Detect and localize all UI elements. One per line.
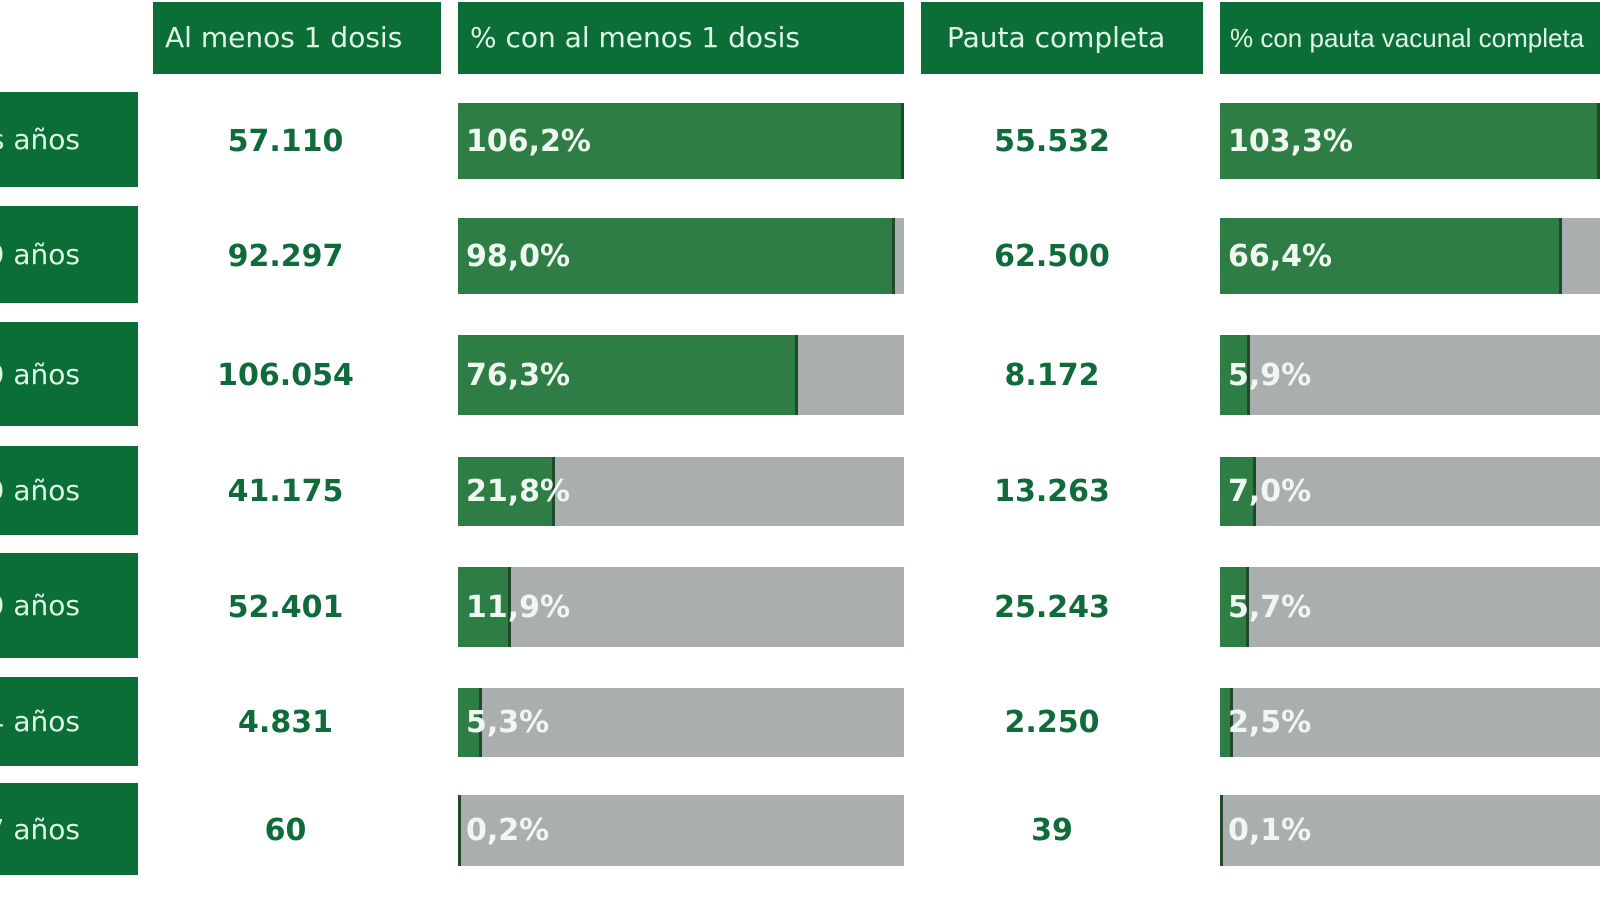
pct-complete-bar: 7,0%: [1220, 457, 1600, 526]
header-pct-dose1: % con al menos 1 dosis: [458, 2, 904, 74]
row-label: 9 años: [0, 206, 138, 303]
row-label: 7 años: [0, 783, 138, 875]
pct-complete-fill: [1220, 335, 1251, 415]
pct-dose1-label: 98,0%: [466, 238, 571, 274]
complete-value: 13.263: [994, 474, 1110, 509]
pct-dose1-fill: [458, 103, 904, 179]
pct-complete-bar: 5,9%: [1220, 335, 1600, 415]
pct-dose1-label: 5,3%: [466, 705, 550, 740]
pct-complete-label: 2,5%: [1228, 705, 1312, 740]
pct-complete-bar: 66,4%: [1220, 218, 1600, 294]
pct-complete-bar: 5,7%: [1220, 567, 1600, 647]
header-pct-complete: % con pauta vacunal completa: [1220, 2, 1600, 74]
pct-complete-fill: [1220, 688, 1233, 757]
pct-dose1-label: 106,2%: [466, 123, 591, 159]
pct-dose1-fill: [458, 688, 482, 757]
dose1-value: 92.297: [227, 238, 344, 274]
pct-dose1-fill: [458, 457, 556, 526]
pct-dose1-label: 76,3%: [466, 357, 571, 393]
pct-complete-fill: [1220, 567, 1250, 647]
pct-complete-label: 103,3%: [1228, 123, 1353, 159]
dose1-value: 41.175: [227, 474, 344, 509]
pct-dose1-bar: 0,2%: [458, 795, 904, 866]
pct-complete-label: 66,4%: [1228, 238, 1333, 274]
pct-dose1-bar: 76,3%: [458, 335, 904, 415]
pct-dose1-fill: [458, 335, 799, 415]
pct-complete-bar: 0,1%: [1220, 795, 1600, 866]
pct-complete-label: 5,7%: [1228, 589, 1312, 625]
pct-dose1-fill: [458, 795, 461, 866]
row-label: 4 años: [0, 677, 138, 766]
pct-complete-fill: [1220, 457, 1257, 526]
pct-dose1-fill: [458, 567, 512, 647]
complete-value: 2.250: [1004, 705, 1100, 740]
row-label: 9 años: [0, 446, 138, 535]
dose1-value: 106.054: [217, 357, 354, 393]
pct-complete-fill: [1220, 218, 1562, 294]
header-complete: Pauta completa: [921, 2, 1203, 74]
pct-dose1-bar: 11,9%: [458, 567, 904, 647]
pct-dose1-bar: 21,8%: [458, 457, 904, 526]
dose1-value: 60: [264, 813, 307, 848]
pct-dose1-bar: 106,2%: [458, 103, 904, 179]
header-dose1: Al menos 1 dosis: [153, 2, 441, 74]
complete-value: 25.243: [994, 589, 1110, 625]
pct-dose1-bar: 5,3%: [458, 688, 904, 757]
pct-complete-fill: [1220, 795, 1223, 866]
pct-complete-bar: 2,5%: [1220, 688, 1600, 757]
row-label: s años: [0, 92, 138, 187]
pct-complete-label: 0,1%: [1228, 813, 1312, 848]
pct-dose1-label: 0,2%: [466, 813, 550, 848]
pct-dose1-fill: [458, 218, 896, 294]
row-label: 9 años: [0, 553, 138, 658]
pct-dose1-bar: 98,0%: [458, 218, 904, 294]
dose1-value: 57.110: [227, 123, 344, 159]
complete-value: 55.532: [994, 123, 1110, 159]
dose1-value: 4.831: [238, 705, 333, 740]
complete-value: 8.172: [1004, 357, 1100, 393]
pct-complete-fill: [1220, 103, 1600, 179]
complete-value: 62.500: [994, 238, 1110, 274]
pct-dose1-label: 21,8%: [466, 474, 571, 509]
pct-complete-bar: 103,3%: [1220, 103, 1600, 179]
complete-value: 39: [1031, 813, 1073, 848]
dose1-value: 52.401: [227, 589, 344, 625]
pct-dose1-label: 11,9%: [466, 589, 571, 625]
pct-complete-label: 5,9%: [1228, 357, 1312, 393]
row-label: 9 años: [0, 322, 138, 426]
pct-complete-label: 7,0%: [1228, 474, 1312, 509]
